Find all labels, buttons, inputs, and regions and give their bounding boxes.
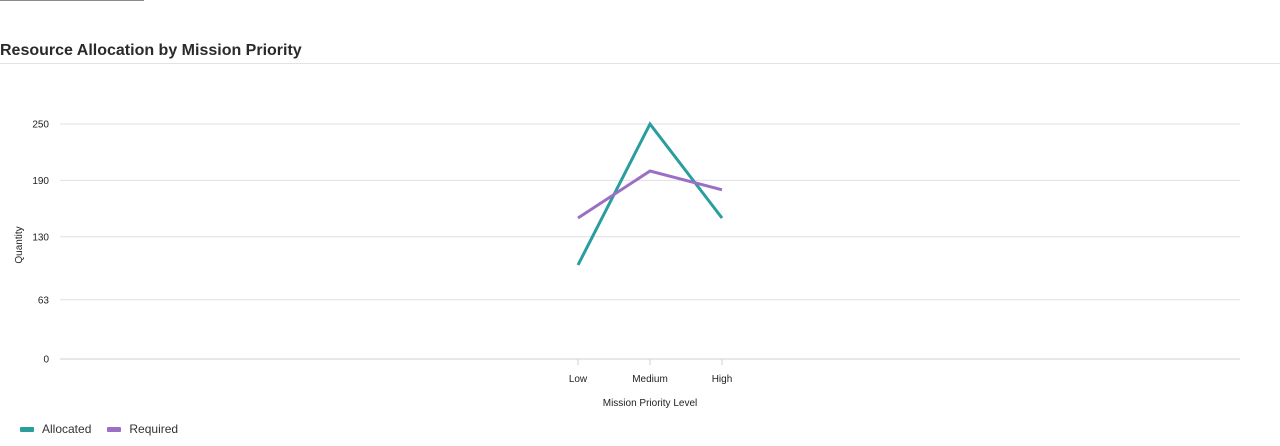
chart-title: Resource Allocation by Mission Priority: [0, 42, 302, 59]
x-tick-label: Medium: [632, 374, 668, 385]
title-divider: [0, 63, 1280, 64]
y-tick-label: 130: [32, 232, 49, 243]
legend-item-allocated[interactable]: Allocated: [20, 422, 91, 436]
y-tick-label: 250: [32, 120, 49, 131]
chart-legend: Allocated Required: [20, 422, 178, 436]
y-axis-ticks: 0 63 130 190 250: [32, 120, 49, 366]
legend-swatch: [20, 426, 34, 432]
x-tick-label: Low: [569, 374, 588, 385]
y-axis-title: Quantity: [14, 226, 25, 263]
series-line-required[interactable]: [577, 169, 723, 220]
series-line-allocated[interactable]: [576, 121, 724, 266]
y-tick-label: 0: [43, 355, 49, 366]
x-tick-label: High: [712, 374, 733, 385]
y-tick-label: 63: [38, 295, 50, 306]
top-tab-indicator: [0, 0, 144, 1]
grid-lines: [60, 123, 1240, 360]
series-lines: [576, 121, 724, 266]
legend-swatch: [107, 426, 122, 432]
legend-label: Allocated: [42, 422, 92, 436]
y-tick-label: 190: [32, 176, 49, 187]
legend-label: Required: [129, 422, 179, 436]
x-axis-title: Mission Priority Level: [603, 398, 697, 409]
legend-item-required[interactable]: Required: [107, 422, 178, 436]
x-axis-ticks: Low Medium High: [569, 359, 732, 385]
